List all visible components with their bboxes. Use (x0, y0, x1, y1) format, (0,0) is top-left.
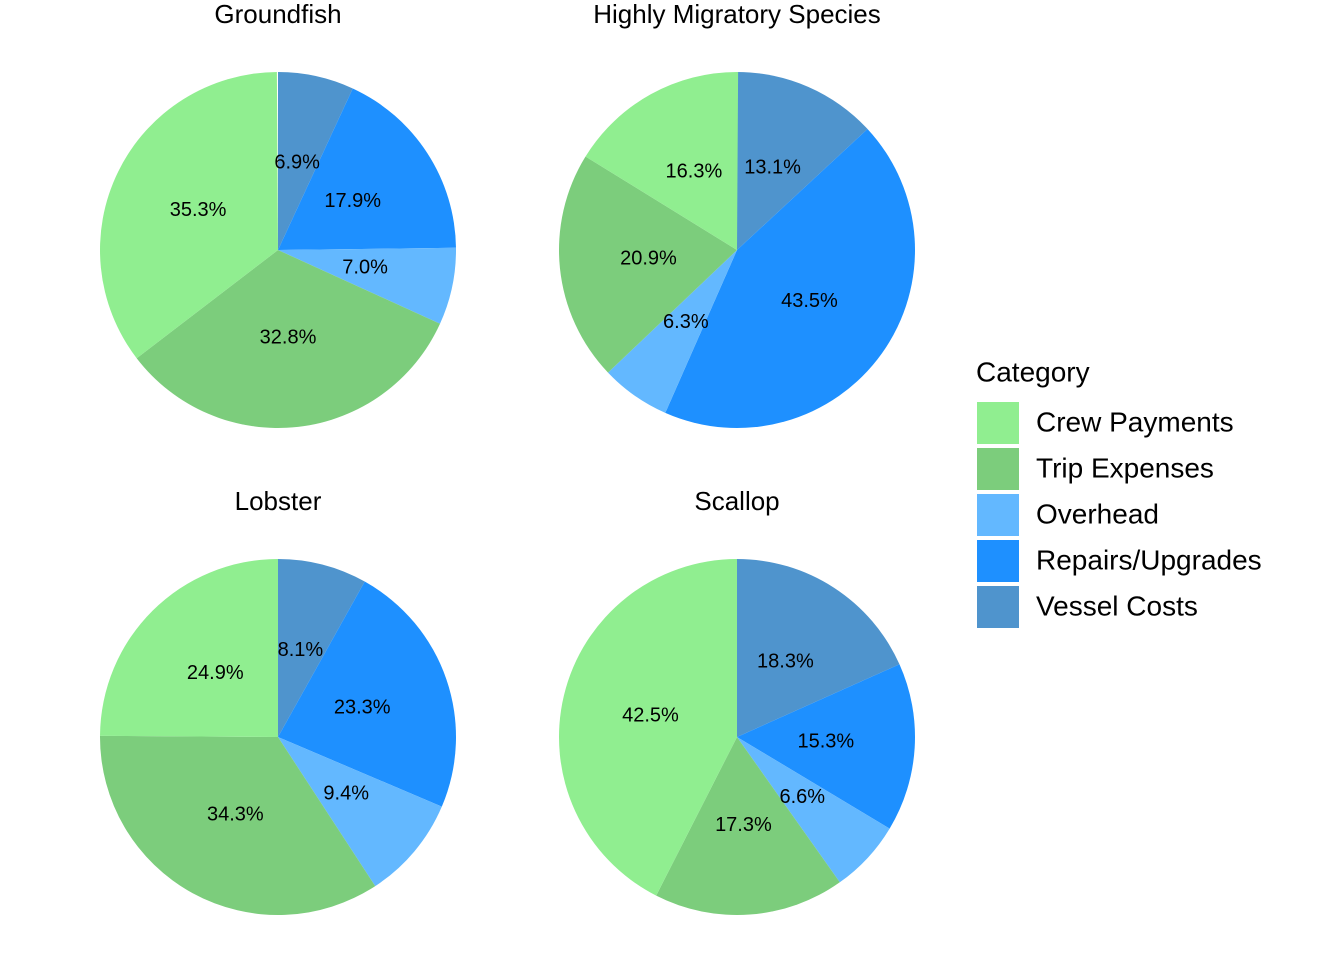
pie-slice (100, 735, 376, 916)
pie-slice (737, 664, 915, 829)
value-label: 43.5% (781, 290, 838, 312)
legend-swatch (977, 494, 1019, 536)
value-label: 16.3% (666, 160, 723, 182)
pie-slice (665, 128, 915, 428)
value-label: 20.9% (620, 247, 677, 269)
value-label: 18.3% (757, 651, 814, 673)
legend-label: Trip Expenses (1036, 452, 1214, 483)
pie-slice (278, 581, 456, 807)
legend-label: Overhead (1036, 498, 1159, 529)
pie-slice (100, 559, 279, 737)
value-label: 24.9% (187, 662, 244, 684)
value-label: 7.0% (342, 257, 388, 279)
value-label: 6.3% (663, 311, 709, 333)
pie-slice (737, 559, 900, 737)
pie-slice (608, 250, 737, 413)
pie-slice (278, 559, 365, 737)
legend-label: Crew Payments (1036, 406, 1234, 437)
pie-title: Highly Migratory Species (593, 0, 881, 29)
pie-slice (559, 559, 737, 896)
legend-label: Repairs/Upgrades (1036, 544, 1262, 575)
pie-slice (278, 737, 442, 887)
value-label: 6.6% (779, 786, 825, 808)
value-label: 23.3% (334, 696, 391, 718)
pie-title: Scallop (694, 486, 779, 516)
value-label: 35.3% (170, 199, 227, 221)
legend-title: Category (976, 356, 1090, 387)
pie-slice (278, 88, 456, 250)
pie-slice (136, 250, 440, 429)
legend-swatch (977, 586, 1019, 628)
value-label: 42.5% (622, 705, 679, 727)
pie-slice (585, 72, 739, 250)
value-label: 15.3% (797, 731, 854, 753)
legend-label: Vessel Costs (1036, 590, 1198, 621)
value-label: 32.8% (260, 327, 317, 349)
value-label: 6.9% (274, 151, 320, 173)
pie-slice (737, 72, 868, 250)
value-label: 17.3% (715, 814, 772, 836)
pie-title: Groundfish (214, 0, 341, 29)
value-label: 34.3% (207, 803, 264, 825)
value-label: 17.9% (324, 190, 381, 212)
value-label: 9.4% (323, 782, 369, 804)
pie-slice (100, 72, 278, 359)
legend-swatch (977, 448, 1019, 490)
pie-slice (278, 72, 353, 250)
legend-swatch (977, 540, 1019, 582)
value-label: 13.1% (744, 157, 801, 179)
value-label: 8.1% (278, 639, 324, 661)
pie-slice (559, 156, 737, 373)
pie-slice (737, 737, 890, 883)
pie-slice (278, 247, 456, 324)
pie-slice (656, 737, 840, 915)
pie-title: Lobster (235, 486, 322, 516)
legend-swatch (977, 402, 1019, 444)
